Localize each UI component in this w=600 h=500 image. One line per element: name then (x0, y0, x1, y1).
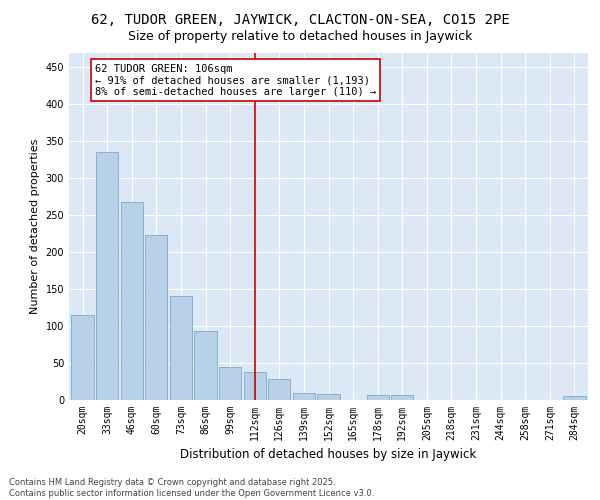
Bar (145, 235, 167, 400)
Bar (391, 395, 413, 400)
X-axis label: Distribution of detached houses by size in Jaywick: Distribution of detached houses by size … (181, 448, 476, 462)
Text: 62, TUDOR GREEN, JAYWICK, CLACTON-ON-SEA, CO15 2PE: 62, TUDOR GREEN, JAYWICK, CLACTON-ON-SEA… (91, 12, 509, 26)
Bar (121, 202, 143, 400)
Bar (293, 392, 315, 400)
Bar (268, 380, 290, 400)
Bar (194, 331, 217, 400)
Text: Contains HM Land Registry data © Crown copyright and database right 2025.
Contai: Contains HM Land Registry data © Crown c… (9, 478, 374, 498)
Text: 62 TUDOR GREEN: 106sqm
← 91% of detached houses are smaller (1,193)
8% of semi-d: 62 TUDOR GREEN: 106sqm ← 91% of detached… (95, 64, 376, 97)
Bar (219, 366, 241, 400)
Y-axis label: Number of detached properties: Number of detached properties (30, 138, 40, 314)
Bar (367, 395, 389, 400)
Bar (170, 296, 192, 400)
Bar (96, 152, 118, 400)
Bar (71, 315, 94, 400)
Bar (244, 372, 266, 400)
Bar (563, 396, 586, 400)
Bar (317, 394, 340, 400)
Text: Size of property relative to detached houses in Jaywick: Size of property relative to detached ho… (128, 30, 472, 43)
